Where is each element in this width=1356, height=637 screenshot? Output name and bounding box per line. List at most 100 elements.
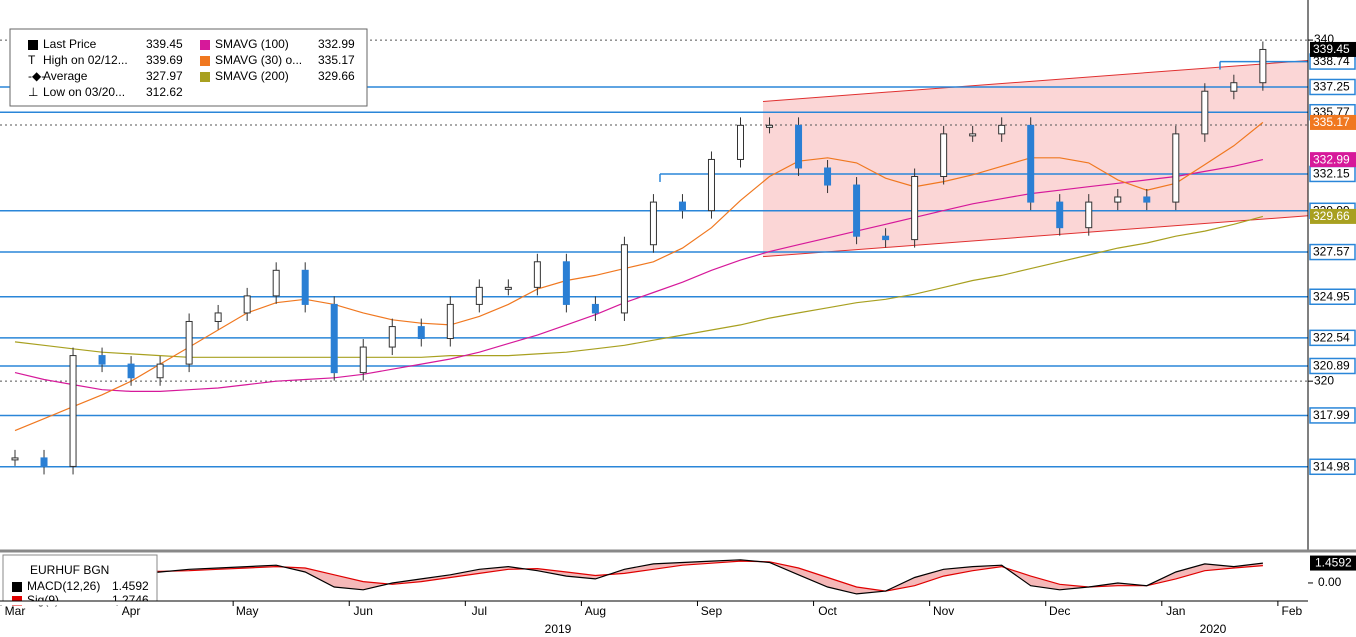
axis-mask bbox=[0, 601, 160, 606]
candle bbox=[911, 176, 919, 241]
legend-swatch bbox=[200, 72, 210, 82]
price-tag-label: 335.17 bbox=[1313, 115, 1350, 129]
y-tick-label: 320 bbox=[1314, 373, 1334, 387]
candle bbox=[1172, 133, 1180, 203]
sma-line bbox=[14, 215, 1264, 358]
candle bbox=[1143, 196, 1151, 203]
candle bbox=[504, 286, 512, 290]
x-tick-label: Mar bbox=[5, 604, 26, 618]
candle bbox=[1056, 201, 1064, 229]
level-tag bbox=[1309, 288, 1356, 305]
candle bbox=[185, 320, 193, 365]
candle bbox=[1027, 124, 1035, 203]
x-tick-label: Oct bbox=[818, 604, 837, 618]
candle bbox=[1230, 82, 1238, 92]
macd-legend-value: 1.4592 bbox=[112, 579, 149, 593]
macd-legend-name: MACD(12,26) bbox=[27, 579, 100, 593]
level-tag-label: 317.99 bbox=[1313, 408, 1350, 422]
level-tag bbox=[1309, 78, 1356, 96]
candle bbox=[330, 303, 338, 374]
macd-tick-label: 0.00 bbox=[1318, 575, 1342, 589]
right-axis: 320340338.74337.25335.77332.15329.99327.… bbox=[0, 0, 1356, 553]
legend: Last Price 339.45 T High on 02/12... 339.69 -… bbox=[9, 28, 368, 107]
price-tag bbox=[1310, 208, 1356, 224]
year-label: 2019 bbox=[545, 622, 572, 636]
candle bbox=[678, 201, 686, 212]
candle bbox=[446, 303, 454, 340]
year-label: 2020 bbox=[1200, 622, 1227, 636]
level-tag-label: 314.98 bbox=[1313, 459, 1350, 473]
legend-name: High on 02/12... bbox=[43, 53, 128, 67]
legend-name: SMAVG (30) o... bbox=[215, 53, 302, 67]
level-tag-label: 324.95 bbox=[1313, 289, 1350, 303]
legend-value: 335.17 bbox=[318, 53, 355, 67]
candle bbox=[882, 235, 890, 241]
candle bbox=[388, 326, 396, 348]
x-tick-label: Dec bbox=[1049, 604, 1070, 618]
price-tag-label: 332.99 bbox=[1313, 152, 1350, 166]
macd-legend-box bbox=[2, 554, 158, 602]
channel bbox=[763, 60, 1308, 257]
legend-name: SMAVG (200) bbox=[215, 69, 289, 83]
legend-icon: ⊥ bbox=[28, 85, 38, 99]
candle bbox=[591, 303, 599, 314]
legend-value: 329.66 bbox=[318, 69, 355, 83]
channel-edge bbox=[762, 60, 1309, 102]
macd-line bbox=[14, 560, 1263, 592]
level-tag bbox=[1309, 357, 1356, 375]
candle bbox=[243, 295, 251, 314]
level-tag bbox=[1309, 407, 1356, 424]
legend-value: 327.97 bbox=[146, 69, 183, 83]
x-tick-label: Sep bbox=[701, 604, 723, 618]
x-tick-label: Jul bbox=[472, 604, 487, 618]
level-tag bbox=[1309, 329, 1356, 347]
macd-legend-swatch bbox=[12, 582, 22, 592]
candle bbox=[11, 457, 19, 461]
legend-name: Low on 03/20... bbox=[43, 85, 125, 99]
legend-value: 339.69 bbox=[146, 53, 183, 67]
legend-box bbox=[9, 28, 368, 107]
macd-line bbox=[14, 559, 1263, 595]
candle bbox=[824, 167, 832, 186]
candle bbox=[98, 355, 106, 365]
x-tick-label: May bbox=[236, 604, 259, 618]
candle bbox=[359, 346, 367, 374]
candle bbox=[766, 124, 774, 128]
plot-area bbox=[0, 39, 1309, 475]
candle bbox=[533, 261, 541, 288]
candle bbox=[127, 363, 135, 379]
x-tick-label: Jan bbox=[1166, 604, 1185, 618]
candle bbox=[707, 158, 715, 212]
price-tag-label: 339.45 bbox=[1313, 42, 1350, 56]
price-tag bbox=[1310, 114, 1356, 130]
candle bbox=[1201, 90, 1209, 135]
x-tick-label: Jun bbox=[354, 604, 373, 618]
legend-swatch bbox=[28, 40, 38, 50]
x-tick-label: Feb bbox=[1282, 604, 1303, 618]
candle bbox=[301, 269, 309, 305]
level-tag bbox=[1309, 458, 1356, 476]
level-tag-label: 327.57 bbox=[1313, 245, 1350, 259]
level-tag bbox=[1309, 243, 1356, 261]
legend-value: 332.99 bbox=[318, 37, 355, 51]
macd-value-tag-label: 1.4592 bbox=[1315, 556, 1352, 570]
level-tag-label: 338.74 bbox=[1313, 54, 1350, 68]
candle bbox=[69, 355, 77, 467]
level-tag-label: 322.54 bbox=[1313, 331, 1350, 345]
candle bbox=[998, 124, 1006, 135]
candle bbox=[1114, 196, 1122, 203]
sma-line bbox=[14, 121, 1264, 432]
price-tag-label: 329.66 bbox=[1313, 209, 1350, 223]
x-tick-label: Aug bbox=[585, 604, 606, 618]
candle bbox=[620, 244, 628, 314]
x-tick-label: Nov bbox=[933, 604, 954, 618]
legend-value: 339.45 bbox=[146, 37, 183, 51]
legend-name: SMAVG (100) bbox=[215, 37, 289, 51]
candle bbox=[940, 133, 948, 178]
candle bbox=[475, 286, 483, 305]
candle bbox=[1085, 201, 1093, 229]
legend-swatch bbox=[200, 56, 210, 66]
level-tag-label: 320.89 bbox=[1313, 359, 1350, 373]
